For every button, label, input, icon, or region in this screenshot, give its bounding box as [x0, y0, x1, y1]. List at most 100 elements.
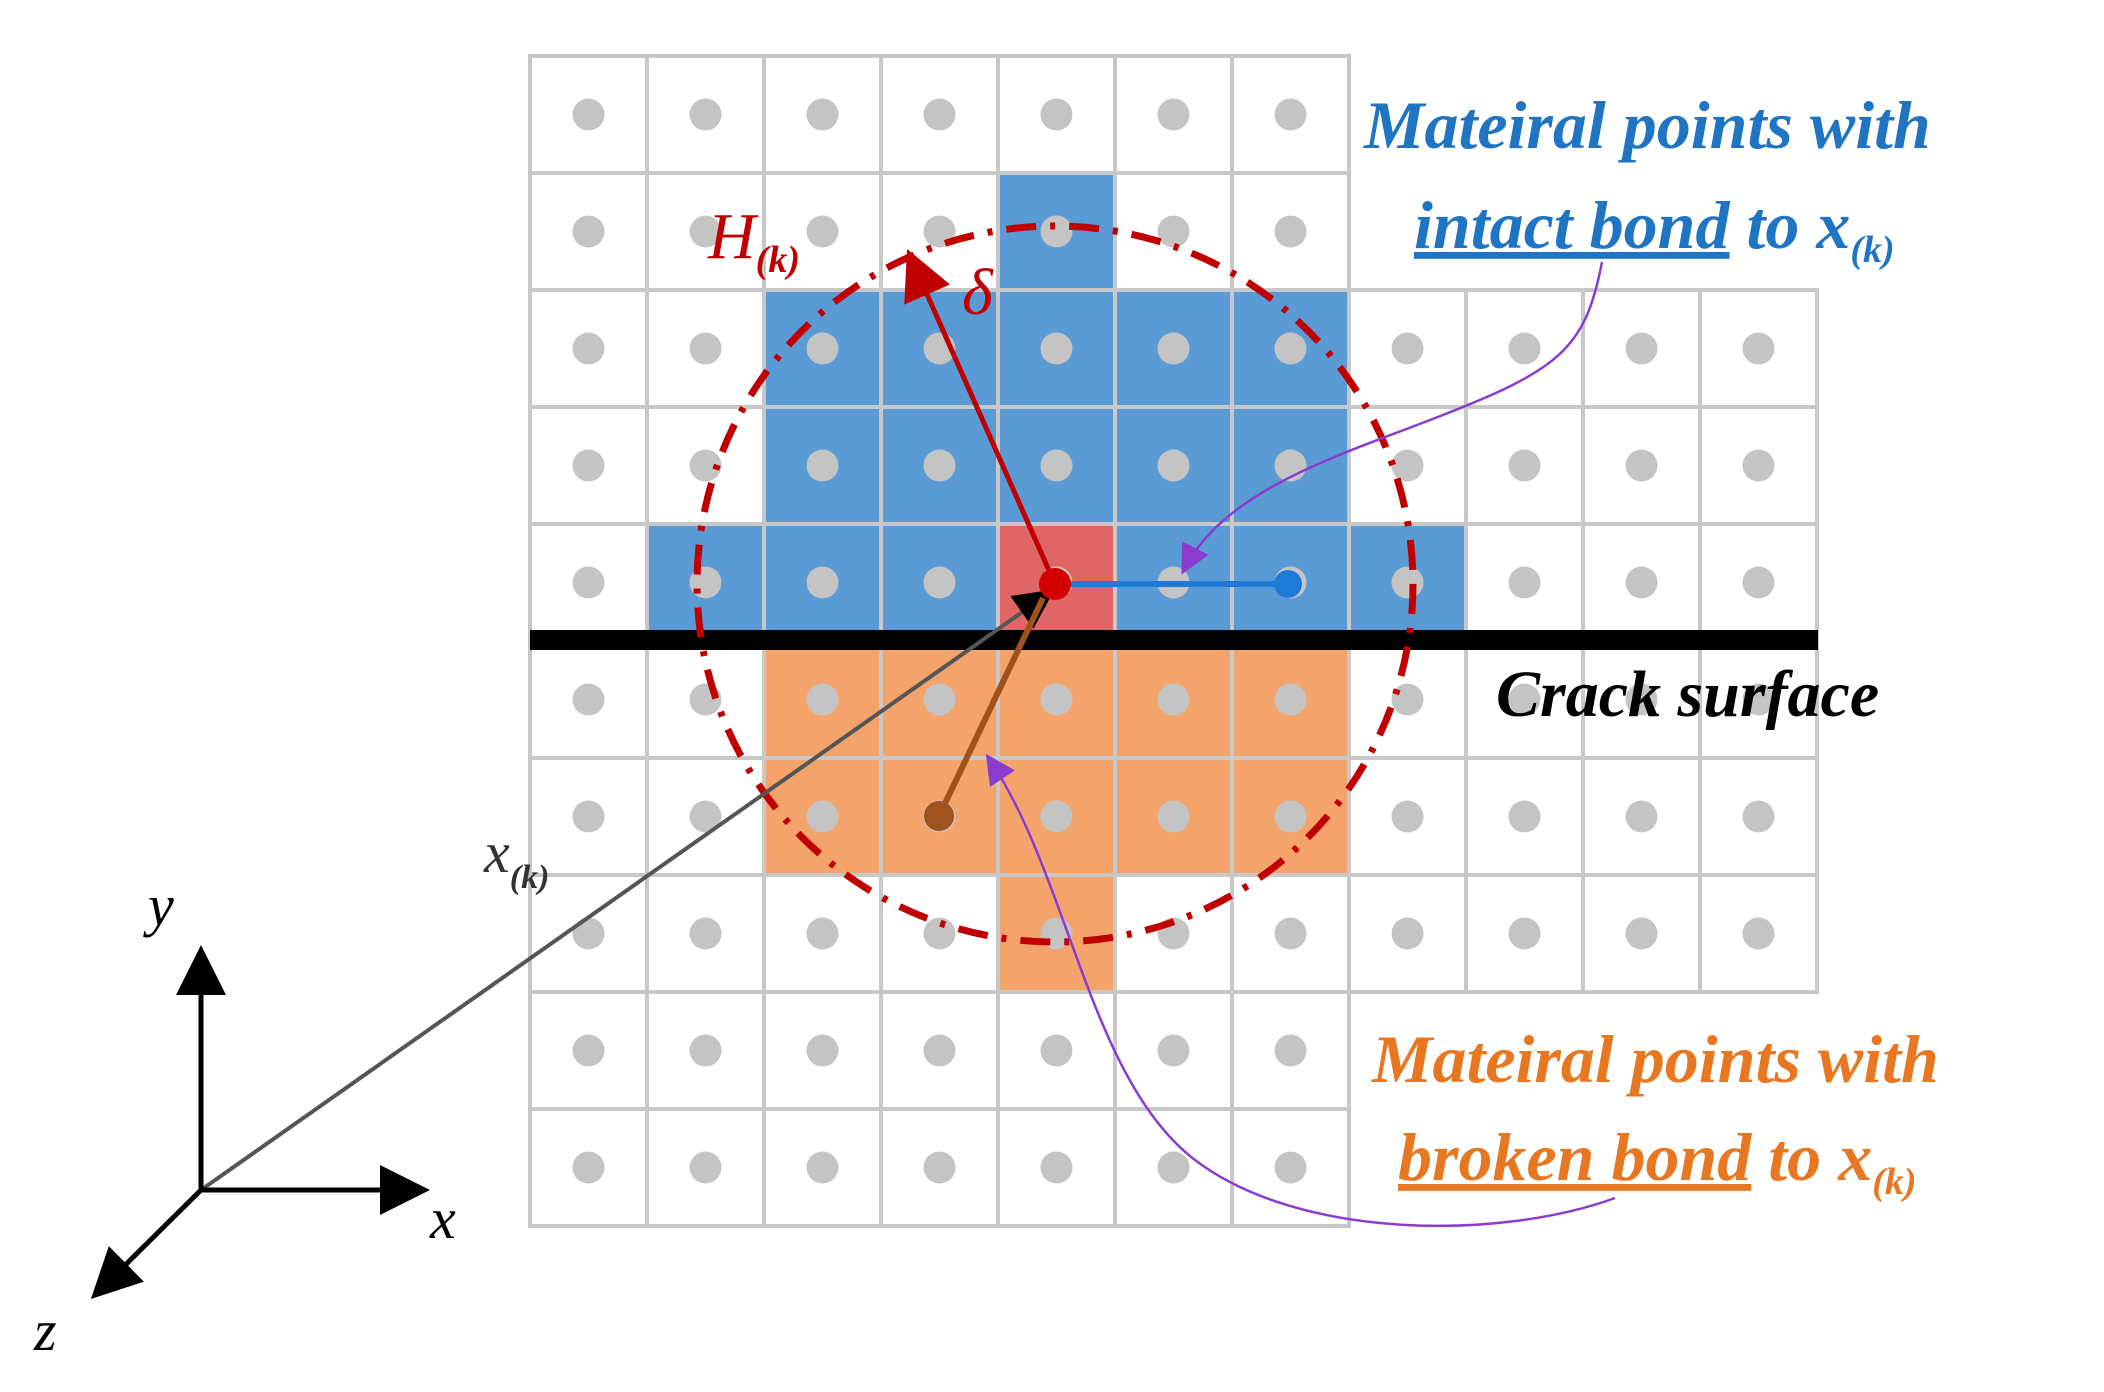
axis-x-label: x	[429, 1186, 456, 1251]
position-subscript: (k)	[510, 859, 550, 896]
material-point	[1274, 98, 1307, 131]
material-point	[1742, 332, 1775, 365]
material-point	[1508, 800, 1541, 833]
material-point	[1742, 917, 1775, 950]
material-point	[572, 566, 605, 599]
material-point	[1157, 1151, 1190, 1184]
material-point	[806, 332, 839, 365]
broken-note-underlined: broken bond	[1398, 1119, 1752, 1195]
material-point	[1742, 449, 1775, 482]
intact-note-var: x	[1815, 187, 1850, 263]
material-point	[806, 566, 839, 599]
material-point	[923, 683, 956, 716]
broken-bond-endpoint	[924, 801, 954, 831]
material-point	[806, 215, 839, 248]
material-point	[1391, 683, 1424, 716]
intact-note: Mateiral points with intact bond to x(k)	[1363, 87, 1931, 271]
z-axis	[90, 1188, 203, 1300]
material-point	[572, 1034, 605, 1067]
intact-note-underlined: intact bond	[1414, 187, 1730, 263]
material-point	[1157, 1034, 1190, 1067]
material-point	[689, 215, 722, 248]
material-point	[689, 1034, 722, 1067]
material-point	[1508, 449, 1541, 482]
material-point	[1274, 1151, 1307, 1184]
intact-note-rest: to	[1730, 187, 1817, 263]
position-label: x(k)	[483, 820, 549, 896]
material-point	[1508, 917, 1541, 950]
material-point	[923, 449, 956, 482]
material-point	[1742, 683, 1775, 716]
material-point	[689, 917, 722, 950]
broken-note-var-sub: (k)	[1872, 1161, 1916, 1203]
material-point	[806, 1034, 839, 1067]
material-point	[1040, 98, 1073, 131]
material-point	[923, 1034, 956, 1067]
material-point	[689, 98, 722, 131]
material-point	[1040, 215, 1073, 248]
material-point	[806, 683, 839, 716]
material-point	[1157, 800, 1190, 833]
axis-y-label: y	[143, 873, 174, 938]
horizon-radius-arrow	[904, 248, 1058, 586]
material-point	[572, 800, 605, 833]
intact-leader-curve	[1181, 261, 1604, 575]
material-point	[1508, 332, 1541, 365]
material-point	[1274, 917, 1307, 950]
intact-note-line1: Mateiral points with	[1363, 87, 1931, 163]
material-point	[572, 1151, 605, 1184]
intact-note-line2: intact bond to x(k)	[1414, 187, 1895, 271]
material-point	[1274, 800, 1307, 833]
material-point	[923, 1151, 956, 1184]
material-grid	[528, 54, 1819, 1228]
material-point	[689, 332, 722, 365]
horizon-symbol: H	[707, 200, 759, 273]
position-vector	[199, 589, 1055, 1192]
broken-note-line2: broken bond to x(k)	[1398, 1119, 1917, 1203]
material-point	[689, 449, 722, 482]
material-point	[572, 98, 605, 131]
material-point	[1040, 1034, 1073, 1067]
broken-bond	[936, 596, 1046, 818]
material-point	[1625, 800, 1658, 833]
center-point	[1039, 568, 1071, 600]
material-point	[923, 98, 956, 131]
material-point	[689, 683, 722, 716]
broken-note: Mateiral points with broken bond to x(k)	[1371, 1021, 1939, 1203]
material-point	[923, 566, 956, 599]
material-point	[1625, 683, 1658, 716]
coordinate-axes	[90, 945, 430, 1300]
broken-note-var: x	[1837, 1119, 1872, 1195]
material-point	[1157, 98, 1190, 131]
material-point	[806, 917, 839, 950]
material-point	[1040, 683, 1073, 716]
intact-bond-endpoint	[1274, 570, 1302, 598]
material-point	[806, 98, 839, 131]
material-point	[1742, 566, 1775, 599]
grid-cell	[1698, 288, 1819, 409]
intact-note-var-sub: (k)	[1850, 229, 1894, 271]
material-point	[1157, 332, 1190, 365]
material-point	[689, 800, 722, 833]
material-point	[1508, 566, 1541, 599]
horizon-circle	[693, 222, 1417, 946]
grid-cell	[645, 873, 766, 994]
material-point	[1625, 566, 1658, 599]
material-point	[572, 215, 605, 248]
broken-note-line1: Mateiral points with	[1371, 1021, 1939, 1097]
material-point	[1040, 449, 1073, 482]
material-point	[1391, 449, 1424, 482]
material-point	[1274, 215, 1307, 248]
material-point	[572, 332, 605, 365]
material-point	[1391, 917, 1424, 950]
material-point	[1391, 800, 1424, 833]
material-point	[1274, 1034, 1307, 1067]
broken-note-rest: to	[1751, 1119, 1838, 1195]
material-point	[572, 917, 605, 950]
material-point	[1040, 1151, 1073, 1184]
horizon-subscript: (k)	[756, 239, 800, 281]
material-point	[1742, 800, 1775, 833]
material-point	[1625, 449, 1658, 482]
material-point	[806, 449, 839, 482]
